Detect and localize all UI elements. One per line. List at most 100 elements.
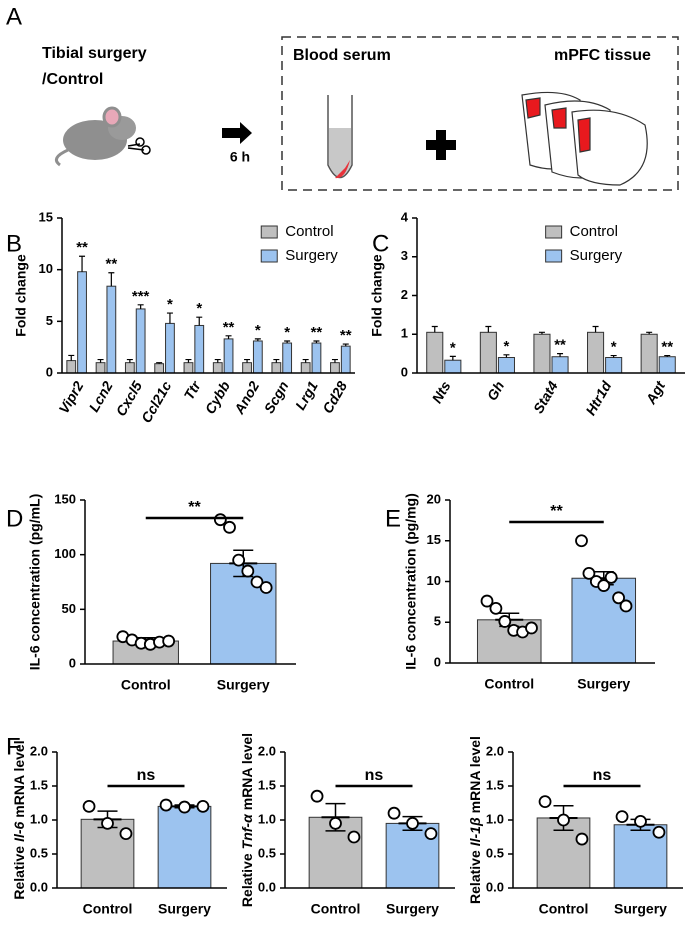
error-bar [196, 316, 203, 326]
bar [479, 331, 497, 374]
data-point [424, 827, 438, 840]
legend-swatch [545, 225, 563, 239]
y-tick-label: 1.0 [486, 811, 504, 826]
significance: ** [188, 499, 201, 516]
data-point [489, 601, 503, 615]
significance: ** [550, 503, 563, 520]
error-bar [79, 255, 86, 272]
data-point [232, 553, 246, 567]
significance: * [284, 324, 290, 341]
x-tick-label: Surgery [386, 901, 439, 917]
x-tick-label: Control [311, 901, 361, 917]
data-point [82, 800, 96, 813]
bar [444, 359, 462, 374]
dashed-box [281, 36, 679, 191]
data-point [347, 830, 361, 844]
y-tick-label: 50 [62, 601, 76, 616]
bar [124, 362, 135, 374]
data-point [329, 817, 342, 830]
legend-swatch [260, 225, 278, 239]
plus [426, 130, 456, 160]
y-tick-label: 150 [54, 491, 76, 506]
error-bar [557, 353, 564, 357]
error-bar [254, 338, 261, 341]
y-axis-label-part: Il-1β [467, 817, 483, 846]
data-point [250, 575, 264, 589]
data-point [101, 817, 114, 830]
x-tick-label: Vipr2 [55, 378, 86, 416]
data-point [241, 564, 255, 578]
y-axis-label-part: Il-6 [11, 821, 27, 841]
significance: ** [106, 256, 118, 273]
y-tick-label: 0 [434, 654, 441, 669]
arrow-label: 6 h [230, 149, 250, 165]
y-tick-label: 1.5 [30, 777, 48, 792]
bar [165, 322, 175, 374]
bar [587, 331, 605, 374]
data-point [525, 621, 538, 635]
significance: * [255, 322, 261, 339]
group-text: /Control [42, 71, 103, 88]
significance: ** [554, 337, 566, 354]
panel-label: F [6, 733, 21, 760]
data-point [196, 800, 210, 813]
error-bar [431, 325, 438, 333]
bar [242, 362, 252, 374]
y-axis-label: Fold change [13, 254, 29, 337]
significance: * [504, 338, 510, 355]
y-tick-label: 1.5 [486, 777, 504, 792]
error-bar [538, 331, 545, 335]
bar [183, 362, 194, 374]
bar [640, 333, 658, 374]
data-point [498, 615, 512, 628]
error-bar [592, 325, 599, 333]
bar [300, 362, 311, 374]
data-point [652, 825, 666, 839]
y-tick-label: 5 [46, 313, 53, 328]
x-tick-label: Nts [428, 378, 453, 406]
x-tick-label: Control [121, 677, 171, 693]
y-axis-label: Fold change [369, 254, 385, 337]
x-tick-label: Scgn [261, 378, 292, 416]
y-tick-label: 0.5 [258, 845, 276, 860]
bar [551, 356, 569, 374]
x-tick-label: Control [484, 676, 534, 692]
data-point [213, 513, 227, 527]
x-tick-label: Ttr [180, 377, 204, 403]
x-tick-label: Htr1d [582, 378, 614, 418]
y-axis-label: Relative Tnf-α mRNA level [239, 733, 255, 907]
error-bar [97, 358, 104, 363]
error-bar [485, 325, 492, 333]
tube-icon [327, 95, 353, 179]
bar [282, 342, 293, 374]
significance: ** [311, 324, 323, 341]
box-title: Blood serum [293, 47, 391, 64]
significance: *** [132, 288, 150, 305]
bar [271, 362, 282, 374]
y-tick-label: 0.5 [30, 845, 48, 860]
bar [194, 324, 205, 374]
bar [497, 357, 515, 374]
mouse-icon [54, 106, 151, 167]
bar [95, 362, 106, 374]
y-tick-label: 0 [69, 655, 76, 670]
y-tick-label: 2.0 [486, 743, 504, 758]
y-axis-label-part: mRNA level [467, 736, 483, 813]
y-axis-label: Relative Il-6 mRNA level [11, 740, 27, 899]
y-tick-label: 1.5 [258, 777, 276, 792]
x-tick-label: Surgery [577, 676, 630, 692]
error-bar [503, 354, 510, 358]
panel-label: C [372, 230, 389, 257]
error-bar [610, 354, 617, 358]
legend-label: Control [570, 223, 618, 240]
data-point [575, 832, 589, 846]
panel-label: A [6, 3, 22, 30]
bar [154, 363, 165, 374]
error-bar [449, 355, 456, 361]
y-axis-label-part: Relative [11, 846, 27, 900]
error-bar [284, 340, 291, 344]
bar [340, 345, 351, 374]
bar [571, 577, 637, 664]
legend-swatch [545, 249, 563, 263]
